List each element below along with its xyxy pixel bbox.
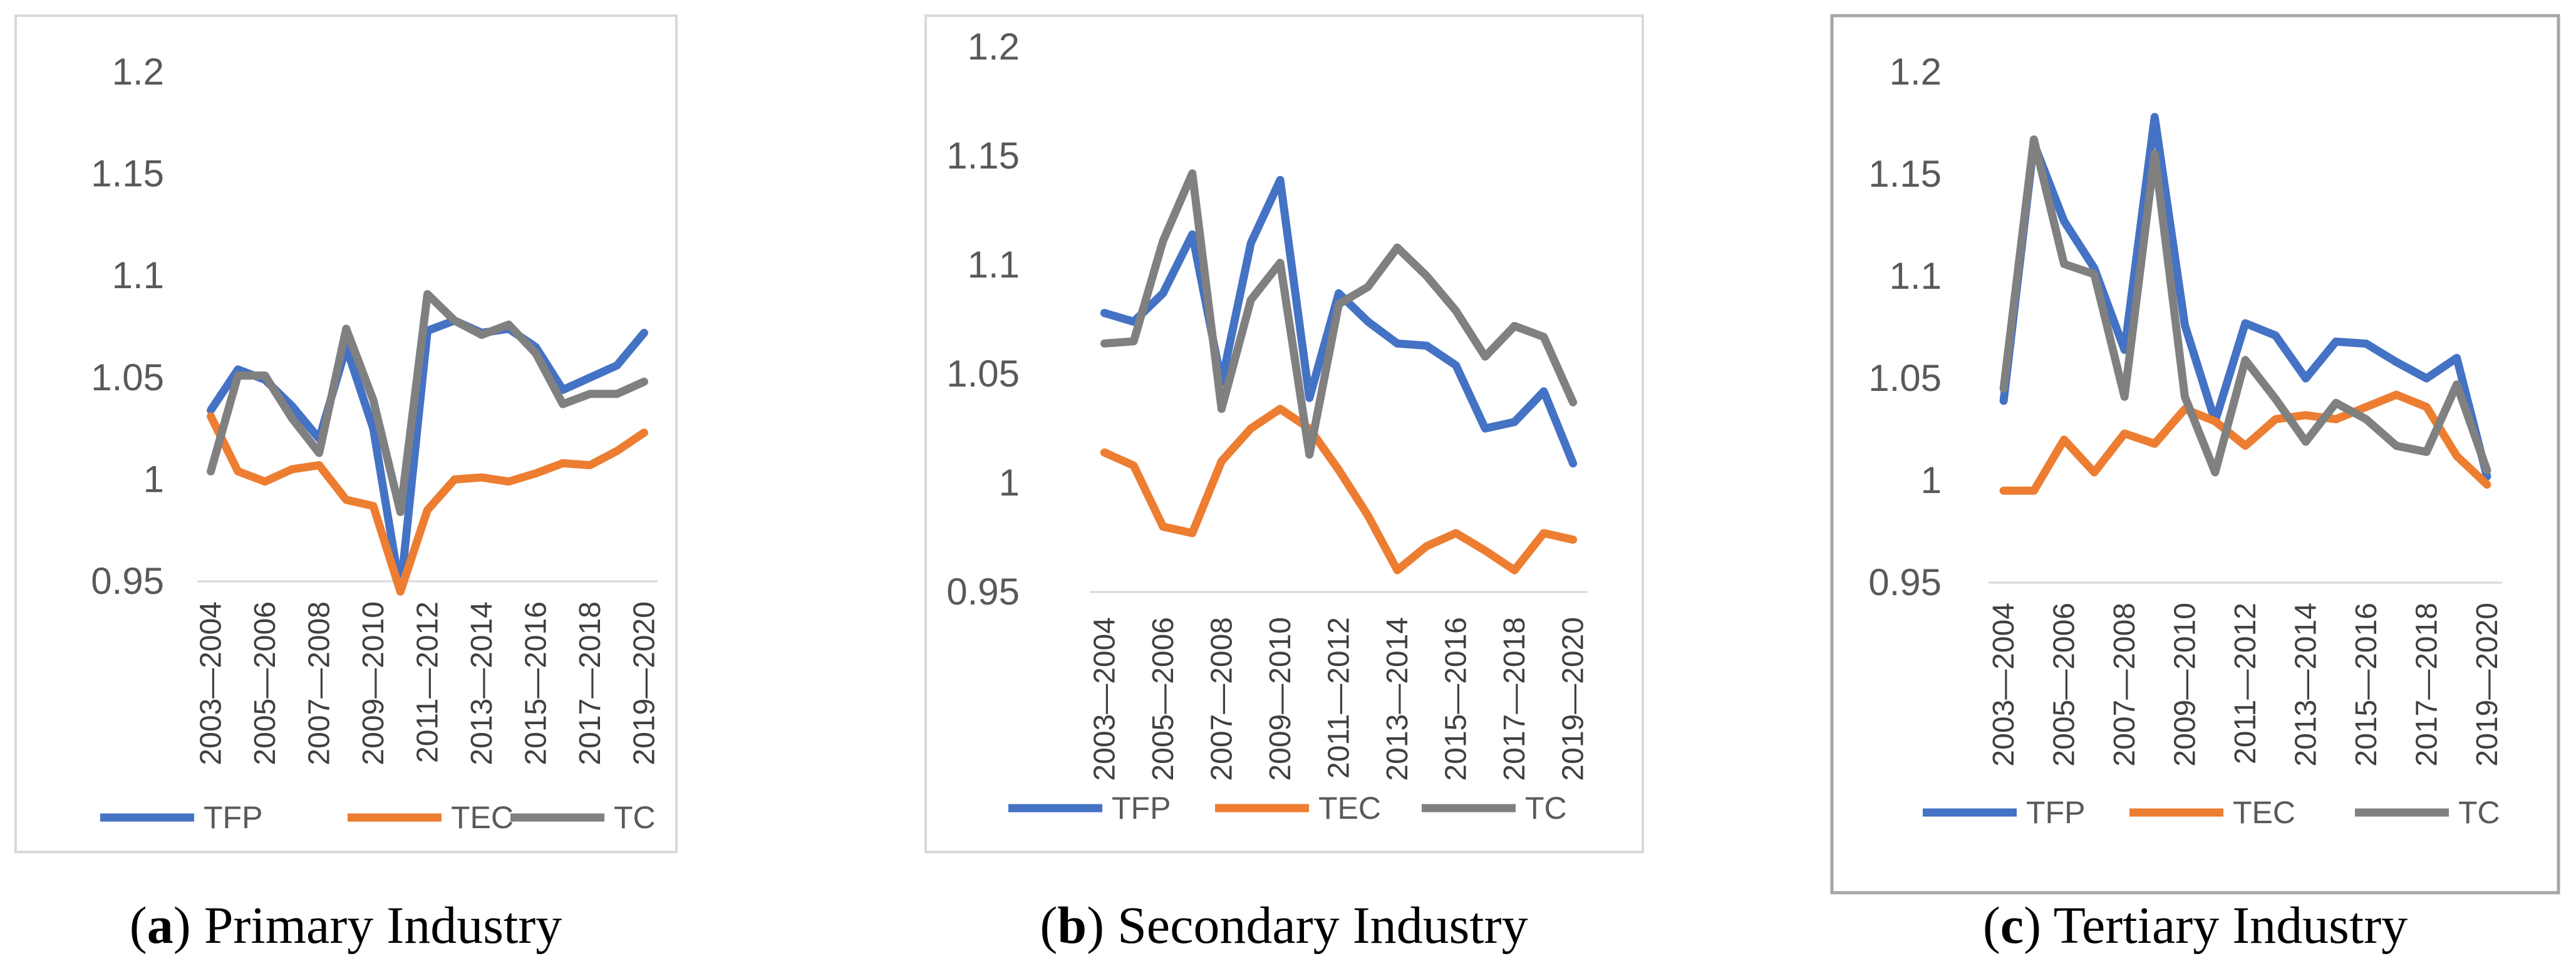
panel-b-letter: b — [1057, 896, 1087, 955]
y-tick-label: 1.2 — [112, 51, 164, 93]
x-tick-label: 2007—2008 — [1205, 617, 1238, 781]
x-tick-label: 2019—2020 — [1557, 617, 1590, 781]
x-tick-label: 2009—2010 — [1264, 617, 1297, 781]
y-tick-label: 1.05 — [946, 353, 1020, 395]
x-tick-label: 2005—2006 — [2048, 603, 2081, 767]
panel-a-chart: 0.95 1 1.05 1.1 1.15 1.2 2003—2004 2005—2006 200… — [91, 51, 661, 835]
x-tick-label: 2015—2016 — [2350, 603, 2383, 767]
panel-b-caption-title: Secondary Industry — [1117, 896, 1528, 955]
legend-label-tec: TEC — [2233, 795, 2295, 830]
panel-a-caption-title: Primary Industry — [204, 896, 562, 955]
x-tick-label: 2009—2010 — [357, 601, 390, 766]
legend-label-tfp: TFP — [1112, 791, 1171, 826]
panel-c-frame — [1830, 14, 2560, 895]
y-tick-label: 1.1 — [968, 244, 1020, 286]
y-tick-label: 1 — [143, 458, 164, 500]
panel-c-caption-title: Tertiary Industry — [2054, 896, 2408, 955]
x-tick-label: 2017—2018 — [2410, 603, 2443, 767]
panel-c-caption: (c) Tertiary Industry — [1983, 896, 2408, 955]
x-tick-label: 2011—2012 — [2229, 603, 2262, 764]
x-tick-label: 2009—2010 — [2169, 603, 2202, 767]
panel-c-chart: 0.95 1 1.05 1.1 1.15 1.2 2003—2004 2005—2006 200… — [1868, 51, 2504, 830]
legend-label-tec: TEC — [451, 800, 514, 835]
y-tick-label: 1.05 — [91, 356, 164, 398]
y-tick-label: 0.95 — [1868, 561, 1942, 603]
x-tick-label: 2011—2012 — [1323, 617, 1356, 779]
x-tick-label: 2013—2014 — [2289, 603, 2322, 767]
x-tick-label: 2003—2004 — [1987, 603, 2020, 767]
x-tick-label: 2015—2016 — [1440, 617, 1473, 781]
x-tick-label: 2003—2004 — [195, 601, 228, 766]
series-line-tc-a — [207, 290, 648, 516]
y-tick-label: 0.95 — [91, 560, 164, 602]
panel-c-letter: c — [2000, 896, 2024, 955]
series-line-tc-b — [1100, 169, 1578, 459]
x-tick-label: 2007—2008 — [303, 601, 336, 766]
x-tick-label: 2005—2006 — [1147, 617, 1180, 781]
panel-a-caption: (a) Primary Industry — [130, 896, 562, 955]
y-tick-label: 1.2 — [968, 26, 1020, 68]
panel-b-caption: (b) Secondary Industry — [1040, 896, 1528, 955]
panel-b: 0.95 1 1.05 1.1 1.15 1.2 2003—2004 2005—2006 200… — [924, 14, 1644, 955]
series-line-tec-b — [1100, 405, 1578, 574]
panel-b-frame — [924, 14, 1644, 853]
x-tick-label: 2017—2018 — [574, 601, 607, 766]
y-tick-label: 1.15 — [91, 153, 164, 195]
x-tick-label: 2019—2020 — [628, 601, 661, 766]
x-tick-label: 2011—2012 — [411, 601, 445, 763]
x-tick-label: 2003—2004 — [1088, 617, 1121, 781]
legend-label-tc: TC — [614, 800, 656, 835]
legend-label-tc: TC — [2458, 795, 2500, 830]
panel-c: 0.95 1 1.05 1.1 1.15 1.2 2003—2004 2005—2006 200… — [1830, 14, 2560, 955]
y-tick-label: 1.1 — [112, 254, 164, 296]
legend-label-tc: TC — [1525, 791, 1567, 826]
series-line-tec-c — [1999, 390, 2491, 495]
series-line-tec-a — [207, 412, 648, 596]
y-tick-label: 1 — [999, 462, 1020, 504]
panel-a: 0.95 1 1.05 1.1 1.15 1.2 2003—2004 2005—2006 200… — [14, 14, 678, 955]
x-tick-label: 2013—2014 — [465, 601, 499, 766]
series-line-tc-c — [1999, 135, 2491, 477]
panel-a-letter: a — [147, 896, 173, 955]
y-tick-label: 1.05 — [1868, 357, 1942, 399]
x-tick-label: 2017—2018 — [1498, 617, 1531, 781]
panel-a-frame — [14, 14, 678, 853]
y-tick-label: 1.15 — [946, 135, 1020, 177]
series-line-tfp-c — [1999, 113, 2491, 480]
x-tick-label: 2015—2016 — [519, 601, 552, 766]
legend-label-tfp: TFP — [2026, 795, 2085, 830]
y-tick-label: 1.15 — [1868, 153, 1942, 195]
panel-b-chart: 0.95 1 1.05 1.1 1.15 1.2 2003—2004 2005—2006 200… — [946, 26, 1590, 826]
legend-label-tfp: TFP — [204, 800, 262, 835]
x-tick-label: 2007—2008 — [2108, 603, 2141, 767]
x-tick-label: 2019—2020 — [2471, 603, 2504, 767]
y-tick-label: 1 — [1921, 459, 1942, 501]
y-tick-label: 0.95 — [946, 571, 1020, 613]
x-tick-label: 2013—2014 — [1381, 617, 1414, 781]
y-tick-label: 1.2 — [1890, 51, 1942, 93]
series-line-tfp-b — [1100, 175, 1578, 468]
x-tick-label: 2005—2006 — [249, 601, 282, 766]
legend-label-tec: TEC — [1318, 791, 1381, 826]
y-tick-label: 1.1 — [1890, 255, 1942, 297]
